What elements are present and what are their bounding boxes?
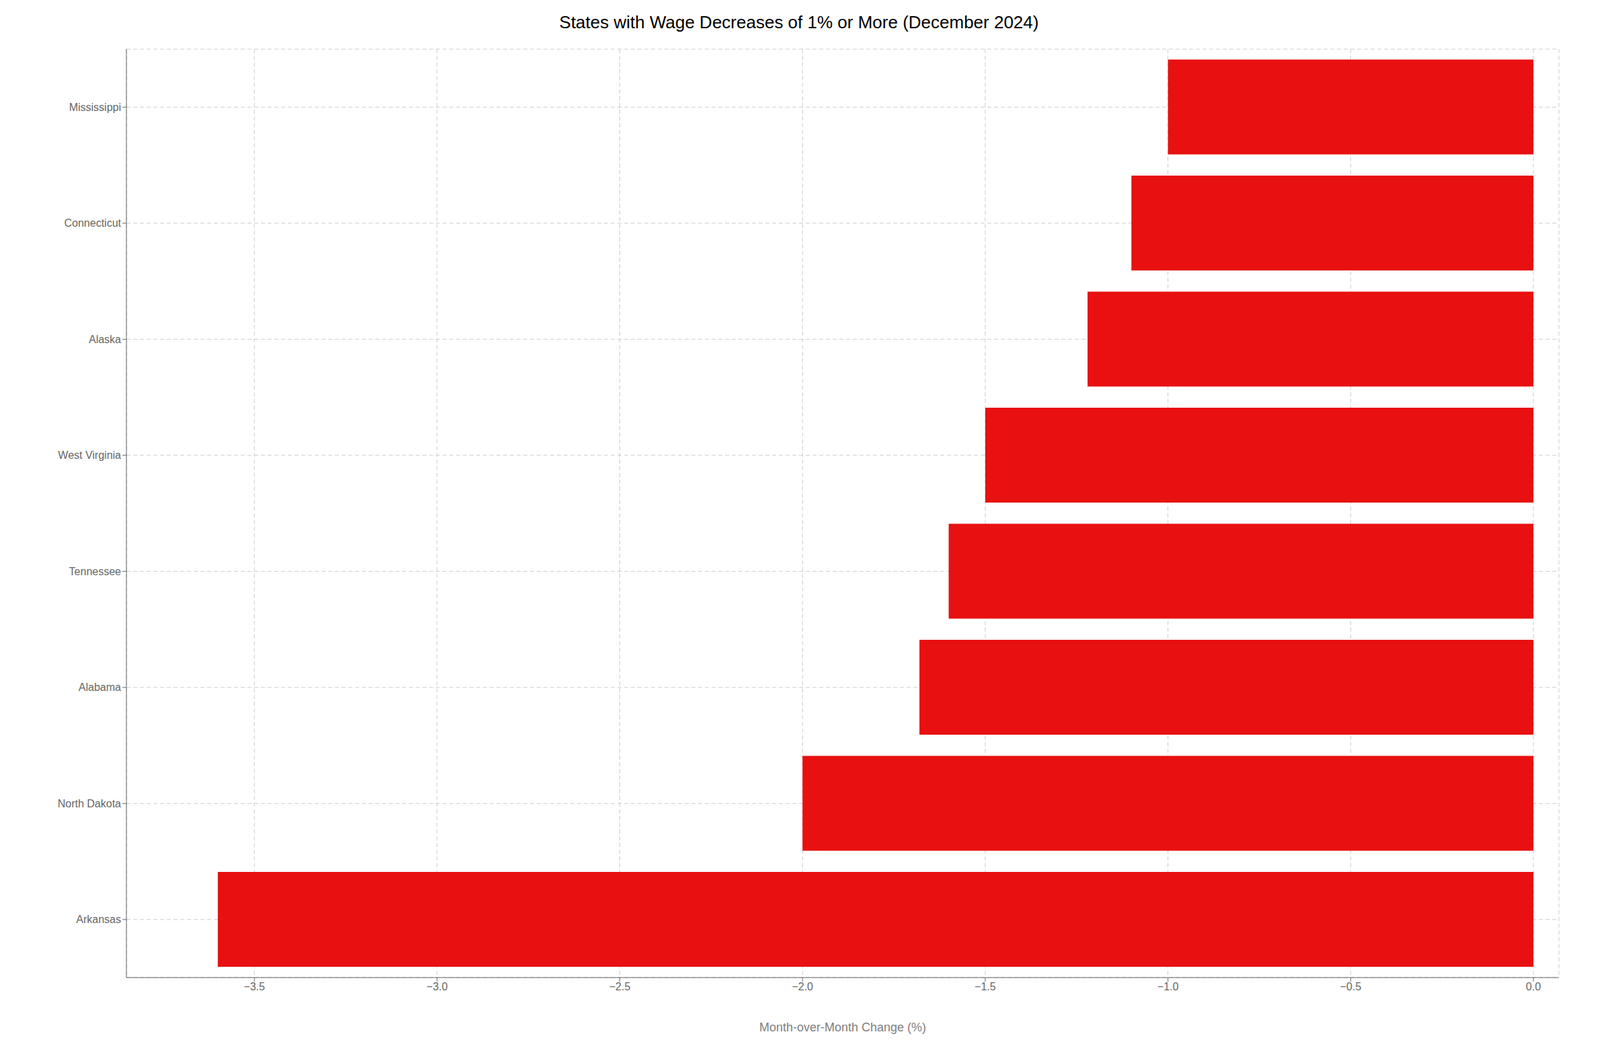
html-text:States with Wage Decreases of: States with Wage Decreases of 1% or More… xyxy=(559,12,1039,33)
svg-text:−1.0: −1.0 xyxy=(1157,980,1179,993)
svg-text:Tennessee: Tennessee xyxy=(69,565,122,578)
svg-text:−1.5: −1.5 xyxy=(974,980,997,993)
svg-text:Arkansas: Arkansas xyxy=(75,913,122,925)
svg-text:Month-over-Month Change (%): Month-over-Month Change (%) xyxy=(759,1020,927,1034)
svg-text:0.0: 0.0 xyxy=(1526,980,1541,993)
svg-text:Connecticut: Connecticut xyxy=(64,217,122,229)
svg-text:Mississippi: Mississippi xyxy=(69,101,122,113)
svg-text:−3.0: −3.0 xyxy=(426,980,448,993)
svg-text:Alabama: Alabama xyxy=(78,681,122,693)
svg-text:North Dakota: North Dakota xyxy=(57,797,122,810)
svg-text:Alaska: Alaska xyxy=(88,333,122,346)
svg-text:−0.5: −0.5 xyxy=(1339,980,1362,993)
svg-text:−2.0: −2.0 xyxy=(791,980,814,993)
svg-text:West Virginia: West Virginia xyxy=(57,449,122,461)
svg-text:−2.5: −2.5 xyxy=(609,980,631,993)
svg-text:−3.5: −3.5 xyxy=(243,980,265,993)
